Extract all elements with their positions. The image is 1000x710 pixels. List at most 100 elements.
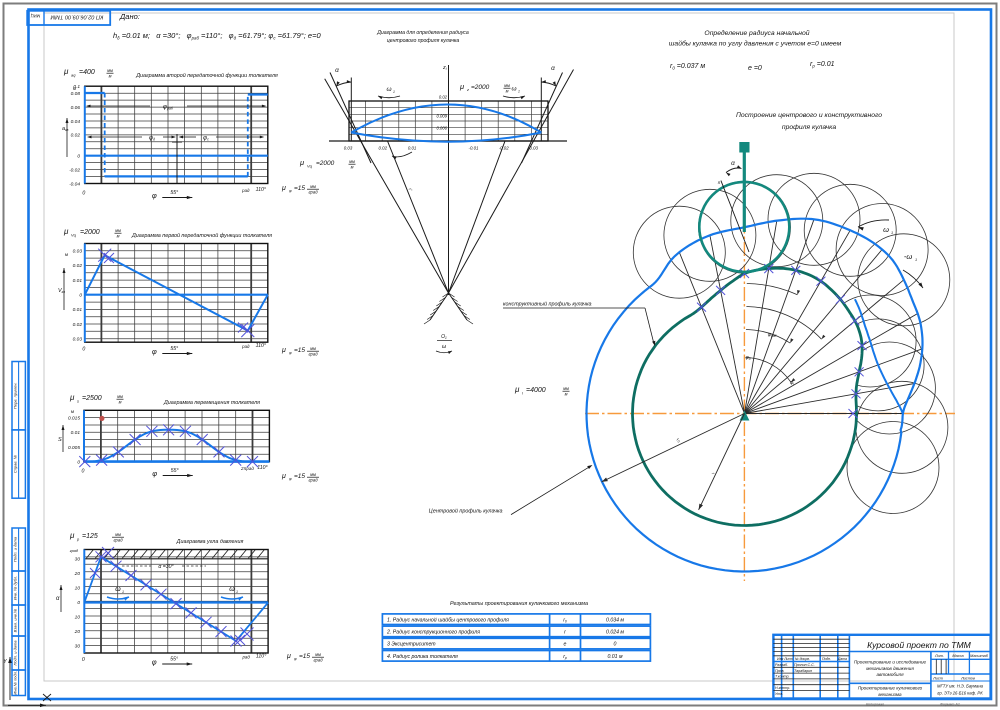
svg-text:μ: μ	[459, 82, 464, 91]
svg-text:м: м	[109, 74, 112, 79]
svg-text:Проектирование и исследование: Проектирование и исследование	[854, 660, 927, 665]
svg-text:рад: рад	[241, 655, 250, 660]
svg-text:3 Эксцентриситет: 3 Эксцентриситет	[387, 642, 436, 648]
svg-text:град: град	[308, 352, 318, 357]
svg-text:мм: мм	[349, 159, 355, 164]
svg-text:4. Радиус ролика толкателя: 4. Радиус ролика толкателя	[387, 654, 458, 660]
svg-text:-0.01: -0.01	[468, 146, 479, 151]
svg-text:=2000: =2000	[471, 84, 490, 91]
svg-text:профиля кулачка: профиля кулачка	[782, 124, 837, 131]
svg-text:10: 10	[75, 586, 81, 592]
svg-text:м: м	[119, 400, 122, 405]
svg-text:0.08: 0.08	[71, 91, 81, 97]
svg-text:конструктивный профиль кулачка: конструктивный профиль кулачка	[503, 301, 592, 308]
svg-text:автомобиля: автомобиля	[876, 672, 904, 677]
svg-text:20: 20	[74, 571, 81, 577]
svg-text:μ: μ	[63, 227, 69, 236]
svg-text:110°: 110°	[256, 343, 266, 349]
svg-text:1: 1	[122, 590, 124, 594]
svg-text:=2000: =2000	[316, 160, 335, 167]
svg-text:2. Радиус конструкционного про: 2. Радиус конструкционного профиля	[386, 630, 480, 636]
svg-text:55°: 55°	[170, 346, 178, 352]
svg-text:-ω: -ω	[904, 252, 912, 261]
svg-text:е =0: е =0	[748, 65, 762, 72]
svg-text:Диаграмма второй передаточной: Диаграмма второй передаточной функции то…	[135, 72, 278, 79]
svg-text:0.009: 0.009	[437, 114, 448, 119]
svg-text:Результаты проектирования кула: Результаты проектирования кулачкового ме…	[450, 601, 588, 607]
svg-text:φ: φ	[152, 469, 157, 478]
svg-text:0.01: 0.01	[408, 146, 417, 151]
svg-text:0.1: 0.1	[73, 84, 80, 90]
svg-text:φраб: φраб	[768, 332, 777, 338]
svg-text:Дано:: Дано:	[119, 12, 140, 21]
svg-text:Н.контр.: Н.контр.	[775, 686, 790, 690]
svg-text:0: 0	[77, 459, 80, 465]
svg-text:Масштаб: Масштаб	[970, 654, 989, 658]
svg-text:мм: мм	[563, 386, 569, 391]
svg-text:φд: φд	[745, 355, 750, 361]
svg-text:ω: ω	[229, 586, 235, 593]
svg-text:ω: ω	[511, 86, 516, 93]
svg-text:мм: мм	[310, 346, 316, 351]
svg-text:мм: мм	[107, 68, 113, 73]
svg-text:55°: 55°	[171, 468, 179, 474]
svg-text:Т.контр.: Т.контр.	[775, 675, 790, 679]
svg-text:φ: φ	[294, 656, 297, 661]
svg-text:мм: мм	[115, 228, 121, 233]
svg-text:=4000: =4000	[526, 387, 546, 394]
svg-text:Тарабарин: Тарабарин	[794, 669, 812, 673]
svg-text:механизмов движения: механизмов движения	[866, 666, 914, 671]
svg-text:aq: aq	[71, 73, 76, 78]
svg-text:φ: φ	[152, 658, 157, 667]
svg-text:μ: μ	[286, 653, 291, 660]
svg-text:КП 02.06.09.00 ТММ: КП 02.06.09.00 ТММ	[50, 13, 103, 19]
svg-text:ω: ω	[883, 225, 889, 234]
svg-text:МИЦ: МИЦ	[31, 14, 41, 19]
svg-text:град: град	[70, 549, 78, 553]
svg-text:Диаграмма первой передаточной: Диаграмма первой передаточной функции то…	[131, 232, 272, 239]
svg-text:0.02: 0.02	[379, 146, 388, 151]
svg-text:-0.02: -0.02	[499, 146, 510, 151]
svg-text:Vкв: Vкв	[58, 288, 65, 294]
svg-text:Пров.: Пров.	[775, 669, 784, 673]
svg-text:0.006: 0.006	[437, 126, 448, 131]
svg-text:1: 1	[393, 90, 395, 94]
svg-text:φi: φi	[790, 380, 794, 386]
svg-text:=2000: =2000	[80, 229, 100, 236]
svg-text:hδ =0.01 м; α =30°; φраб =: hδ =0.01 м; α =30°; φраб =110°; φд =61.7…	[113, 31, 321, 41]
svg-text:10: 10	[75, 615, 81, 621]
svg-text:м: м	[565, 392, 568, 397]
svg-text:1: 1	[236, 590, 238, 594]
svg-text:55°: 55°	[170, 657, 178, 663]
svg-text:0: 0	[79, 293, 82, 299]
svg-text:0.03: 0.03	[344, 146, 353, 151]
svg-text:м: м	[65, 252, 69, 257]
svg-text:мм: мм	[115, 532, 121, 537]
svg-text:м: м	[71, 409, 75, 414]
svg-text:μ: μ	[69, 531, 75, 540]
svg-text:Подп.: Подп.	[822, 657, 831, 661]
svg-text:110°: 110°	[257, 465, 267, 471]
svg-text:м: м	[506, 89, 509, 94]
svg-text:Дата: Дата	[837, 657, 847, 661]
svg-text:Лист: Лист	[932, 677, 943, 681]
svg-text:0: 0	[77, 600, 80, 606]
svg-text:rр =0.01: rр =0.01	[810, 61, 835, 69]
svg-text:Справ. №: Справ. №	[12, 454, 17, 473]
svg-text:rр: rр	[563, 654, 567, 660]
svg-text:0.02: 0.02	[439, 95, 448, 100]
svg-text:z: z	[466, 87, 469, 92]
svg-text:0.03: 0.03	[73, 336, 83, 342]
svg-text:0.01 м: 0.01 м	[607, 654, 623, 660]
svg-text:рад: рад	[241, 344, 250, 349]
svg-text:=15: =15	[299, 653, 310, 660]
svg-text:φ: φ	[289, 350, 292, 355]
svg-text:Инв.№ подл.: Инв.№ подл.	[12, 671, 17, 695]
svg-text:мм: мм	[117, 394, 123, 399]
svg-text:центрового профиля кулачка: центрового профиля кулачка	[387, 38, 460, 44]
svg-text:s: s	[77, 399, 79, 404]
svg-text:φ: φ	[289, 476, 292, 481]
svg-text:град: град	[113, 538, 123, 543]
svg-text:0.02: 0.02	[73, 263, 83, 269]
svg-text:r0: r0	[676, 437, 682, 444]
